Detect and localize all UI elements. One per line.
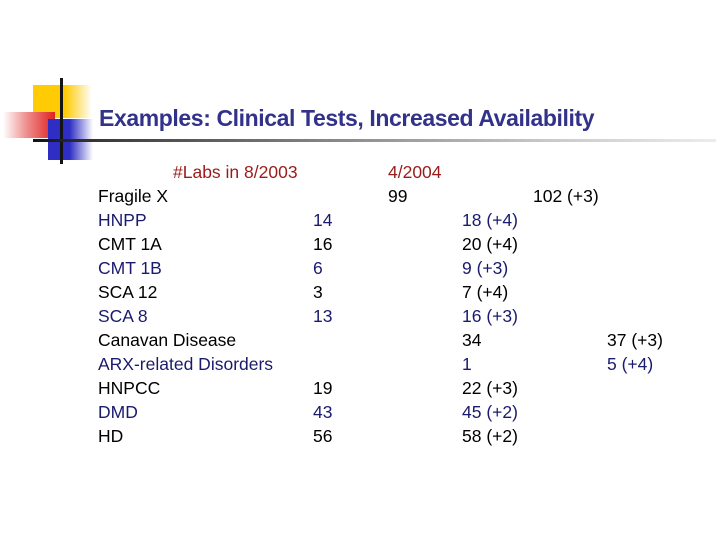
vertical-rule (60, 78, 63, 164)
disease-name: ARX-related Disorders (98, 354, 274, 374)
table-header-row: #Labs in 8/2003 4/2004 (98, 162, 720, 186)
disease-name: HNPCC (98, 378, 161, 398)
labs-table: #Labs in 8/2003 4/2004 Fragile X 99 102 (+… (98, 162, 720, 462)
disease-name: SCA 8 (98, 306, 148, 326)
lab-count-cell: 45 (+2) (462, 402, 518, 422)
lab-count-cell: 20 (+4) (462, 234, 518, 254)
lab-count-cell: 6 (313, 258, 323, 278)
disease-name: HNPP (98, 210, 147, 230)
lab-count-cell: 9 (+3) (462, 258, 509, 278)
lab-count-cell: 18 (+4) (462, 210, 518, 230)
table-row: CMT 1B 6 9 (+3) (98, 258, 720, 282)
accent-red-rect (3, 112, 55, 138)
lab-count-cell: 3 (313, 282, 323, 302)
lab-count-cell: 34 (462, 330, 482, 350)
disease-name: HD (98, 426, 124, 446)
table-row: SCA 12 3 7 (+4) (98, 282, 720, 306)
table-row: HNPP 14 18 (+4) (98, 210, 720, 234)
table-row: SCA 8 13 16 (+3) (98, 306, 720, 330)
lab-count-cell: 7 (+4) (462, 282, 509, 302)
lab-count-cell: 102 (+3) (533, 186, 599, 206)
disease-name: Fragile X (98, 186, 169, 206)
lab-count-cell: 13 (313, 306, 333, 326)
disease-name: Canavan Disease (98, 330, 237, 350)
lab-count-cell: 5 (+4) (607, 354, 654, 374)
column-header-labs-2003: #Labs in 8/2003 (173, 162, 298, 182)
disease-name: CMT 1A (98, 234, 162, 254)
lab-count-cell: 19 (313, 378, 333, 398)
slide-title: Examples: Clinical Tests, Increased Avai… (99, 105, 595, 131)
lab-count-cell: 99 (388, 186, 408, 206)
lab-count-cell: 14 (313, 210, 333, 230)
lab-count-cell: 1 (462, 354, 472, 374)
table-row: HNPCC 19 22 (+3) (98, 378, 720, 402)
title-underline-rule (33, 139, 716, 142)
column-header-4-2004: 4/2004 (388, 162, 442, 182)
table-row: CMT 1A 16 20 (+4) (98, 234, 720, 258)
lab-count-cell: 16 (313, 234, 333, 254)
table-row: DMD 43 45 (+2) (98, 402, 720, 426)
table-row: ARX-related Disorders 1 5 (+4) (98, 354, 720, 378)
table-row: Canavan Disease 34 37 (+3) (98, 330, 720, 354)
lab-count-cell: 37 (+3) (607, 330, 663, 350)
table-row: Fragile X 99 102 (+3) (98, 186, 720, 210)
lab-count-cell: 16 (+3) (462, 306, 518, 326)
lab-count-cell: 43 (313, 402, 333, 422)
disease-name: CMT 1B (98, 258, 162, 278)
disease-name: SCA 12 (98, 282, 158, 302)
disease-name: DMD (98, 402, 138, 422)
lab-count-cell: 22 (+3) (462, 378, 518, 398)
lab-count-cell: 58 (+2) (462, 426, 518, 446)
table-row: HD 56 58 (+2) (98, 426, 720, 450)
lab-count-cell: 56 (313, 426, 333, 446)
